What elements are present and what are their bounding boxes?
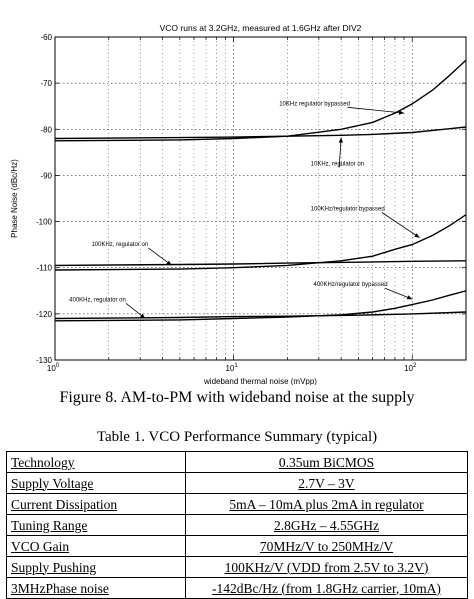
- value-cell: 2.8GHz – 4.55GHz: [185, 514, 468, 536]
- grid-lines: [55, 37, 467, 360]
- annotation-label: 100KHz, regulator on: [91, 242, 148, 248]
- annotation-label: 400KHz, regulator on: [69, 297, 126, 303]
- plot-area-frame: [54, 36, 467, 361]
- chart-title: VCO runs at 3.2GHz, measured at 1.6GHz a…: [160, 23, 362, 33]
- table-caption: Table 1. VCO Performance Summary (typica…: [96, 429, 378, 445]
- x-tick-label: 100: [47, 363, 60, 373]
- table-row: Tuning Range 2.8GHz – 4.55GHz: [6, 514, 468, 536]
- value-cell: 100KHz/V (VDD from 2.5V to 3.2V): [185, 556, 468, 578]
- param-cell: Current Dissipation: [6, 493, 186, 515]
- param-cell: Supply Pushing: [6, 556, 186, 578]
- y-tick-label: -120: [36, 310, 53, 319]
- annotation-arrowhead: [166, 260, 172, 266]
- value-cell: 5mA – 10mA plus 2mA in regulator: [185, 493, 468, 515]
- x-tick-label: 101: [225, 363, 238, 373]
- param-cell: Supply Voltage: [6, 472, 186, 494]
- series-line-10khz-regulator-on: [54, 126, 467, 140]
- series-line-400khz-regulator-bypassed: [54, 290, 467, 322]
- y-tick-label: -70: [40, 79, 52, 88]
- annotation-label: 10KHz regulator bypassed: [279, 101, 350, 107]
- table-row: Current Dissipation 5mA – 10mA plus 2mA i…: [6, 493, 468, 515]
- x-tick-label: 102: [404, 363, 417, 373]
- value-cell: 2.7V – 3V: [185, 472, 468, 494]
- series-line-10khz-regulator-bypassed: [54, 59, 467, 142]
- table-row: Technology 0.35um BiCMOS: [6, 451, 468, 473]
- y-tick-label: -100: [36, 218, 53, 227]
- annotation-group: 10KHz regulator bypassed 10KHz, regulator…: [69, 101, 420, 319]
- value-cell: 70MHz/V to 250MHz/V: [185, 535, 468, 557]
- table-row: 3MHzPhase noise -142dBc/Hz (from 1.8GHz c…: [6, 577, 468, 599]
- param-cell: Tuning Range: [6, 514, 186, 536]
- table-row: Supply Voltage 2.7V – 3V: [6, 472, 468, 494]
- annotation-arrow-line: [381, 212, 420, 239]
- figure-caption: Figure 8. AM-to-PM with wideband noise a…: [59, 389, 415, 406]
- param-cell: 3MHzPhase noise: [6, 577, 186, 599]
- series-group: [54, 59, 467, 322]
- param-cell: Technology: [6, 451, 186, 473]
- table-row: VCO Gain 70MHz/V to 250MHz/V: [6, 535, 468, 557]
- annotation-arrowhead: [398, 110, 405, 115]
- y-tick-label: -110: [37, 264, 53, 273]
- y-tick-label: -80: [40, 125, 52, 134]
- x-axis-title: wideband thermal noise (mVpp): [203, 377, 317, 385]
- value-cell: -142dBc/Hz (from 1.8GHz carrier, 10mA): [185, 577, 468, 599]
- series-line-100khz-regulator-bypassed: [54, 214, 467, 271]
- vco-performance-table: Technology 0.35um BiCMOS Supply Voltage 2.…: [6, 451, 468, 599]
- annotation-arrowhead: [406, 295, 413, 300]
- y-tick-label: -90: [40, 171, 52, 180]
- annotation-arrowhead: [338, 137, 344, 143]
- annotation-label: 400KHz/regulator bypassed: [313, 282, 387, 288]
- y-axis-title: Phase Noise (dBc/Hz): [10, 159, 19, 238]
- annotation-label: 10KHz, regulator on: [311, 161, 364, 167]
- y-tick-label: -60: [40, 33, 52, 42]
- table-row: Supply Pushing 100KHz/V (VDD from 2.5V to…: [6, 556, 468, 578]
- value-cell: 0.35um BiCMOS: [185, 451, 468, 473]
- series-line-100khz-regulator-on: [54, 260, 467, 267]
- annotation-label: 100KHz/regulator bypassed: [311, 206, 385, 212]
- annotation-arrowhead: [414, 233, 420, 238]
- annotation-arrowhead: [139, 313, 146, 319]
- series-line-400khz-regulator-on: [54, 311, 467, 320]
- y-tick-label: -130: [36, 356, 53, 365]
- param-cell: VCO Gain: [6, 535, 186, 557]
- annotation-arrow-line: [347, 106, 405, 114]
